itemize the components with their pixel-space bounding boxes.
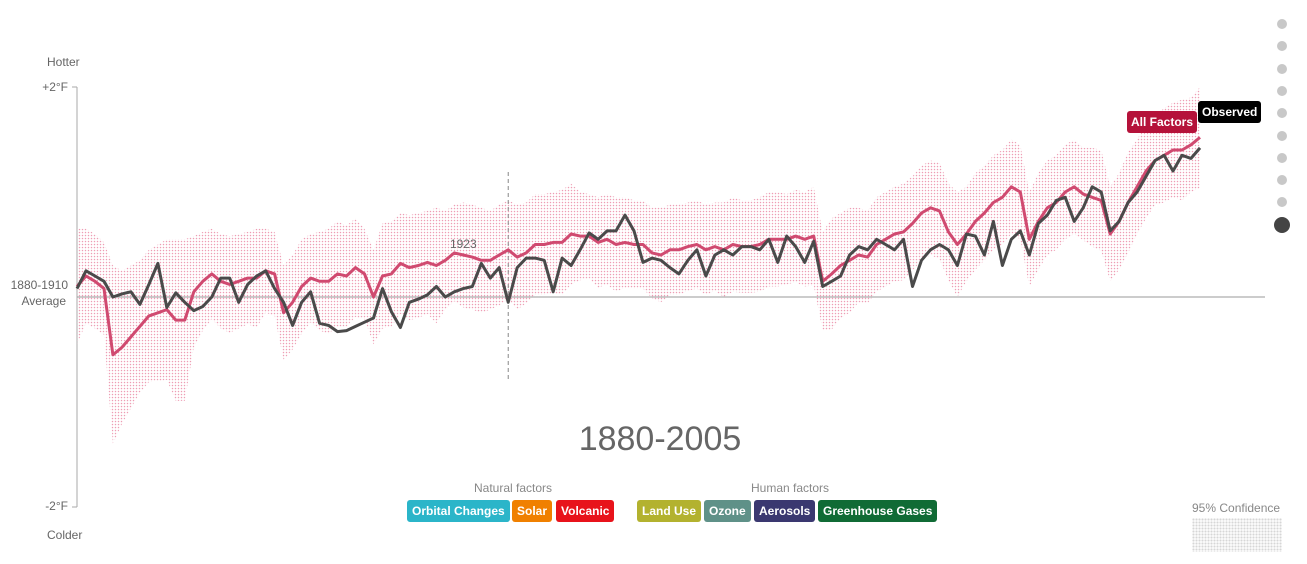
baseline-label-period: 1880-1910 [11,278,69,292]
nav-dot[interactable] [1274,217,1290,233]
colder-label: Colder [47,528,82,542]
nav-dot[interactable] [1277,175,1287,186]
y-tick-top: +2°F [42,80,68,94]
solar-button[interactable]: Solar [512,500,553,522]
confidence-legend-label: 95% Confidence [1192,501,1281,515]
y-tick-bottom: -2°F [45,499,68,513]
aerosols-button[interactable]: Aerosols [754,500,816,522]
ozone-button[interactable]: Ozone [704,500,751,522]
volcanic-button[interactable]: Volcanic [556,500,615,522]
nav-dot[interactable] [1277,108,1287,119]
confidence-legend-swatch [1192,518,1282,552]
observed-line[interactable] [75,146,1202,334]
nav-dot[interactable] [1277,130,1287,141]
natural-factors-label: Natural factors [474,481,553,495]
nav-dot[interactable] [1277,85,1287,96]
greenhouse-gases-button[interactable]: Greenhouse Gases [818,500,938,522]
baseline-label-average: Average [22,294,67,308]
nav-dot[interactable] [1277,63,1287,74]
all-factors-tag: All Factors [1127,111,1198,133]
period-label: 1880-2005 [579,420,742,458]
nav-dot[interactable] [1277,41,1287,52]
observed-tag: Observed [1198,101,1262,123]
land-use-button[interactable]: Land Use [637,500,702,522]
nav-dot[interactable] [1277,152,1287,163]
nav-dot[interactable] [1277,197,1287,208]
nav-dot[interactable] [1277,19,1287,29]
confidence-band [77,87,1200,444]
human-factors-label: Human factors [751,481,830,495]
orbital-changes-button[interactable]: Orbital Changes [407,500,510,522]
year-marker-label: 1923 [450,237,477,251]
hotter-label: Hotter [47,55,80,69]
